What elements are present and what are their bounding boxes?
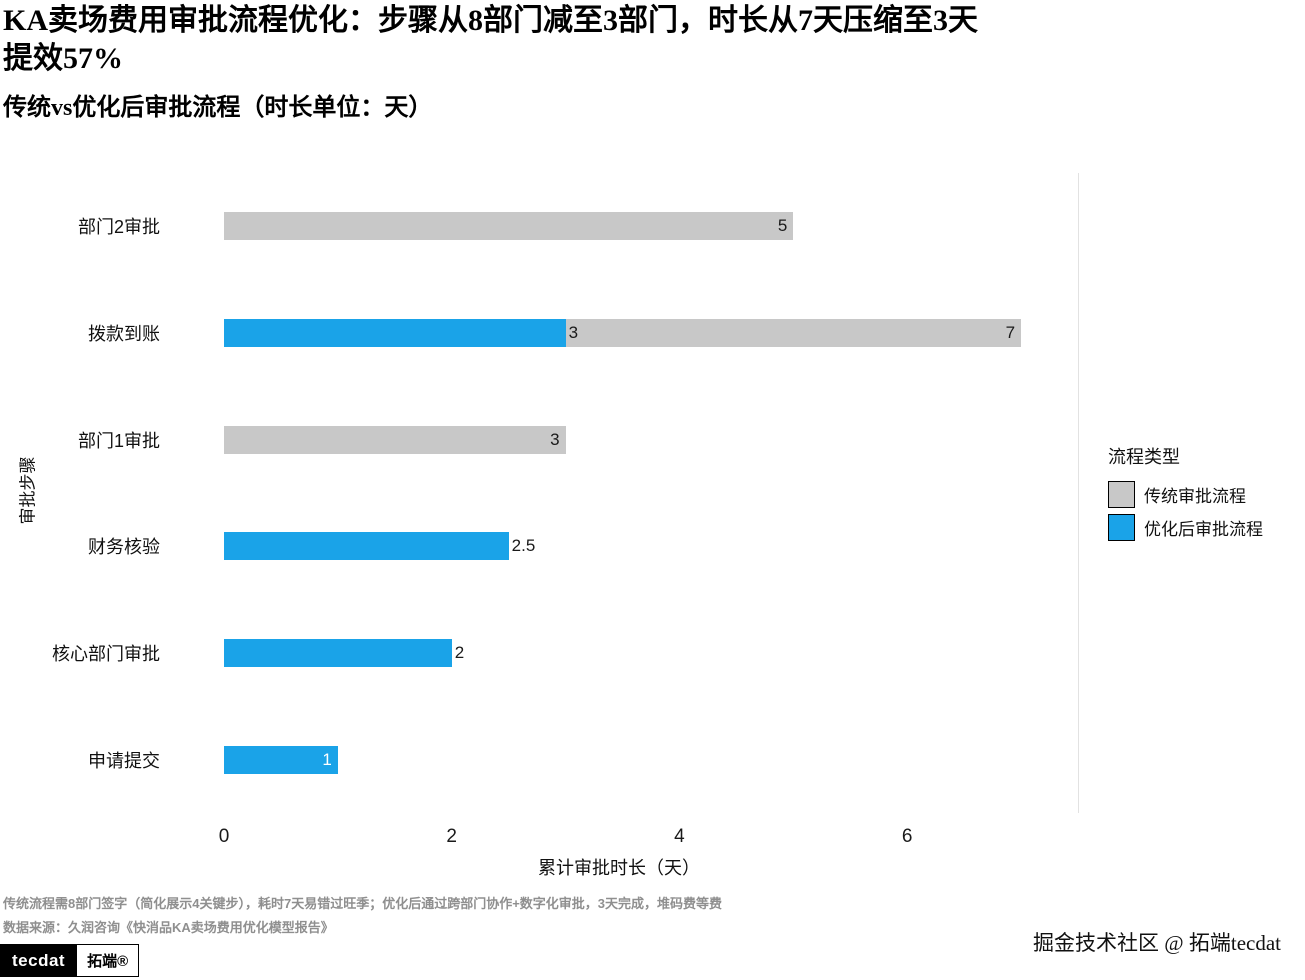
legend-entries: 传统审批流程 优化后审批流程 [1108, 481, 1263, 541]
tecdat-logo-right: 拓端® [77, 944, 140, 977]
category-label: 申请提交 [88, 750, 160, 771]
x-tick-label: 6 [901, 826, 913, 847]
category-label: 部门1审批 [77, 430, 160, 451]
caption-line1: 传统流程需8部门签字（简化展示4关键步），耗时7天易错过旺季；优化后通过跨部门协… [3, 896, 723, 911]
chart-title-line1: KA卖场费用审批流程优化：步骤从8部门减至3部门，时长从7天压缩至3天 [3, 4, 978, 37]
community-watermark: 掘金技术社区 @ 拓端tecdat [1033, 931, 1281, 955]
bar-traditional [224, 212, 794, 241]
bar-optimized [224, 639, 452, 667]
bar-value-label: 2 [454, 643, 465, 662]
legend-title: 流程类型 [1108, 447, 1180, 467]
bar-value-label: 3 [550, 429, 560, 449]
chart-header: KA卖场费用审批流程优化：步骤从8部门减至3部门，时长从7天压缩至3天 提效57… [3, 2, 1293, 122]
x-axis-title: 累计审批时长（天） [538, 858, 700, 878]
legend-item: 优化后审批流程 [1108, 514, 1263, 541]
category-label: 财务核验 [88, 537, 160, 558]
bar-value-label: 2.5 [511, 536, 536, 556]
x-tick-label: 4 [674, 826, 685, 847]
y-axis-labels: 部门2审批拨款到账部门1审批财务核验核心部门审批申请提交 [0, 173, 208, 813]
caption: 传统流程需8部门签字（简化展示4关键步），耗时7天易错过旺季；优化后通过跨部门协… [3, 892, 722, 940]
bar-optimized [224, 532, 509, 561]
chart-subtitle: 传统vs优化后审批流程（时长单位：天） [3, 95, 433, 121]
legend-label: 传统审批流程 [1144, 487, 1246, 506]
tecdat-logo-left: tecdat [0, 944, 78, 977]
bar-value-label: 7 [1005, 323, 1016, 342]
chart-title-line2: 提效57% [3, 41, 123, 75]
plot-panel: 5 7 3 3 2.5 2 1 [224, 173, 1079, 813]
bar-traditional [224, 425, 566, 454]
legend-item: 传统审批流程 [1108, 481, 1263, 508]
x-tick-label: 0 [218, 826, 230, 847]
bar-value-label: 3 [568, 323, 579, 342]
legend-label: 优化后审批流程 [1144, 520, 1263, 539]
legend: 流程类型 传统审批流程 优化后审批流程 [1108, 443, 1263, 547]
category-label: 核心部门审批 [52, 643, 160, 664]
bar-optimized [224, 745, 338, 774]
bar-optimized [224, 319, 566, 347]
tecdat-logo: tecdat 拓端® [0, 944, 140, 977]
caption-line2: 数据来源：久润咨询《快消品KA卖场费用优化模型报告》 [3, 920, 334, 936]
x-tick-label: 2 [446, 826, 458, 847]
x-axis-ticks: 0 2 4 6 [219, 826, 1078, 852]
legend-swatch [1108, 481, 1135, 508]
legend-swatch [1108, 514, 1135, 541]
category-label: 部门2审批 [77, 217, 160, 238]
category-label: 拨款到账 [88, 323, 160, 344]
bar-value-label: 1 [322, 749, 332, 769]
bar-value-label: 5 [777, 216, 788, 236]
